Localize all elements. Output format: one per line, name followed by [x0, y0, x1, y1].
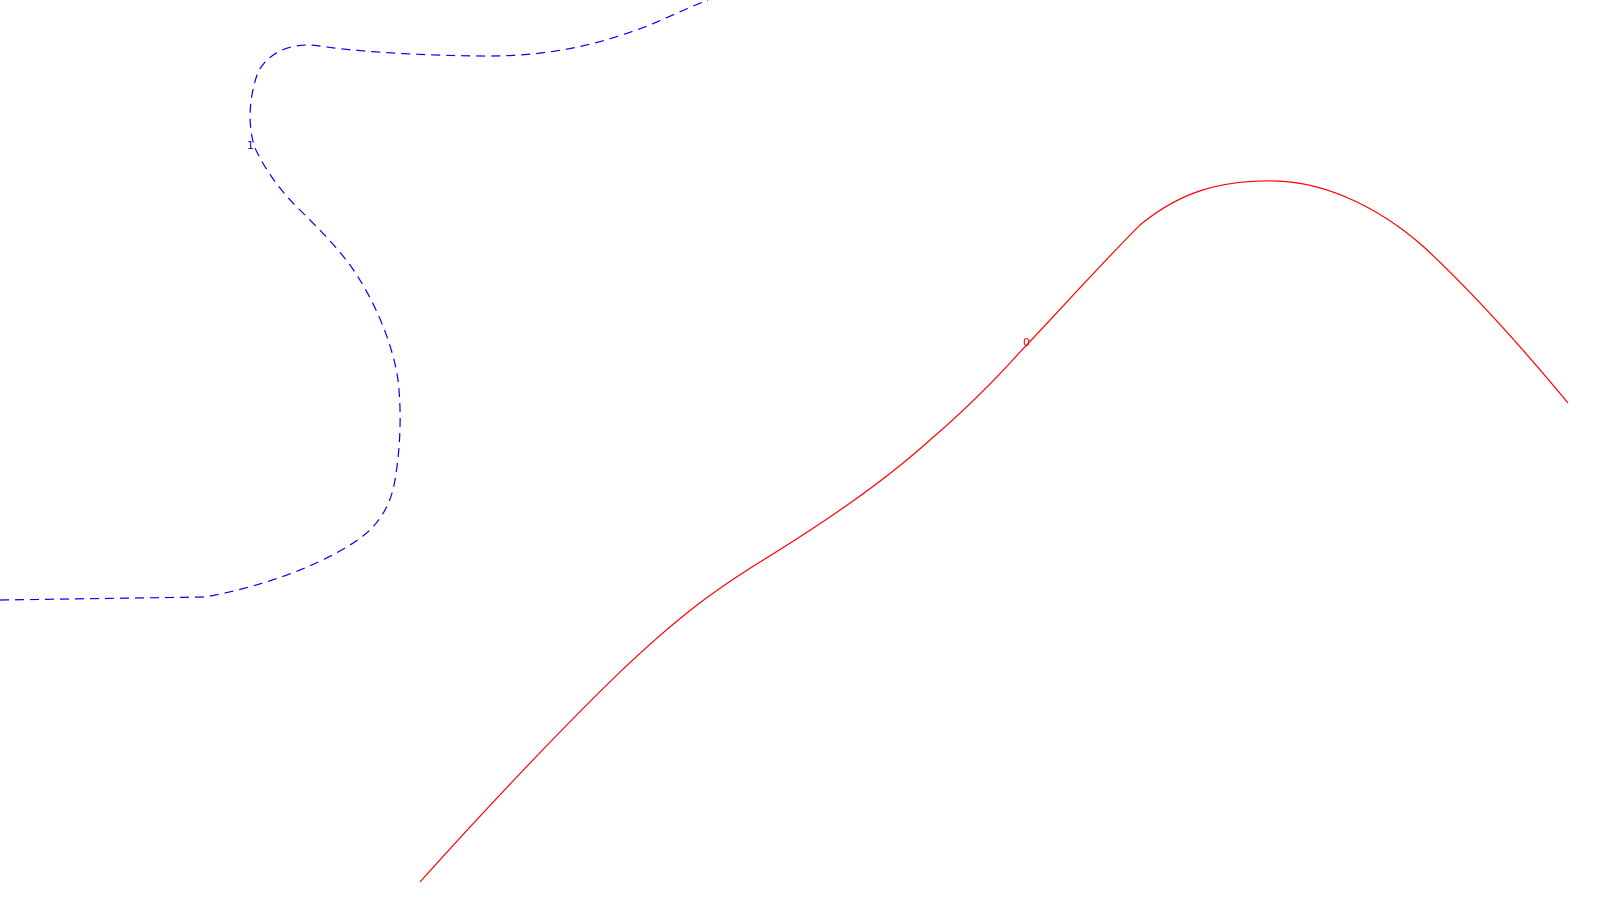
contour-line-1 — [0, 0, 709, 601]
contour-label-1: 1 — [247, 139, 254, 152]
contour-label-0: 0 — [1023, 336, 1030, 349]
contour-line-0 — [419, 180, 1569, 883]
